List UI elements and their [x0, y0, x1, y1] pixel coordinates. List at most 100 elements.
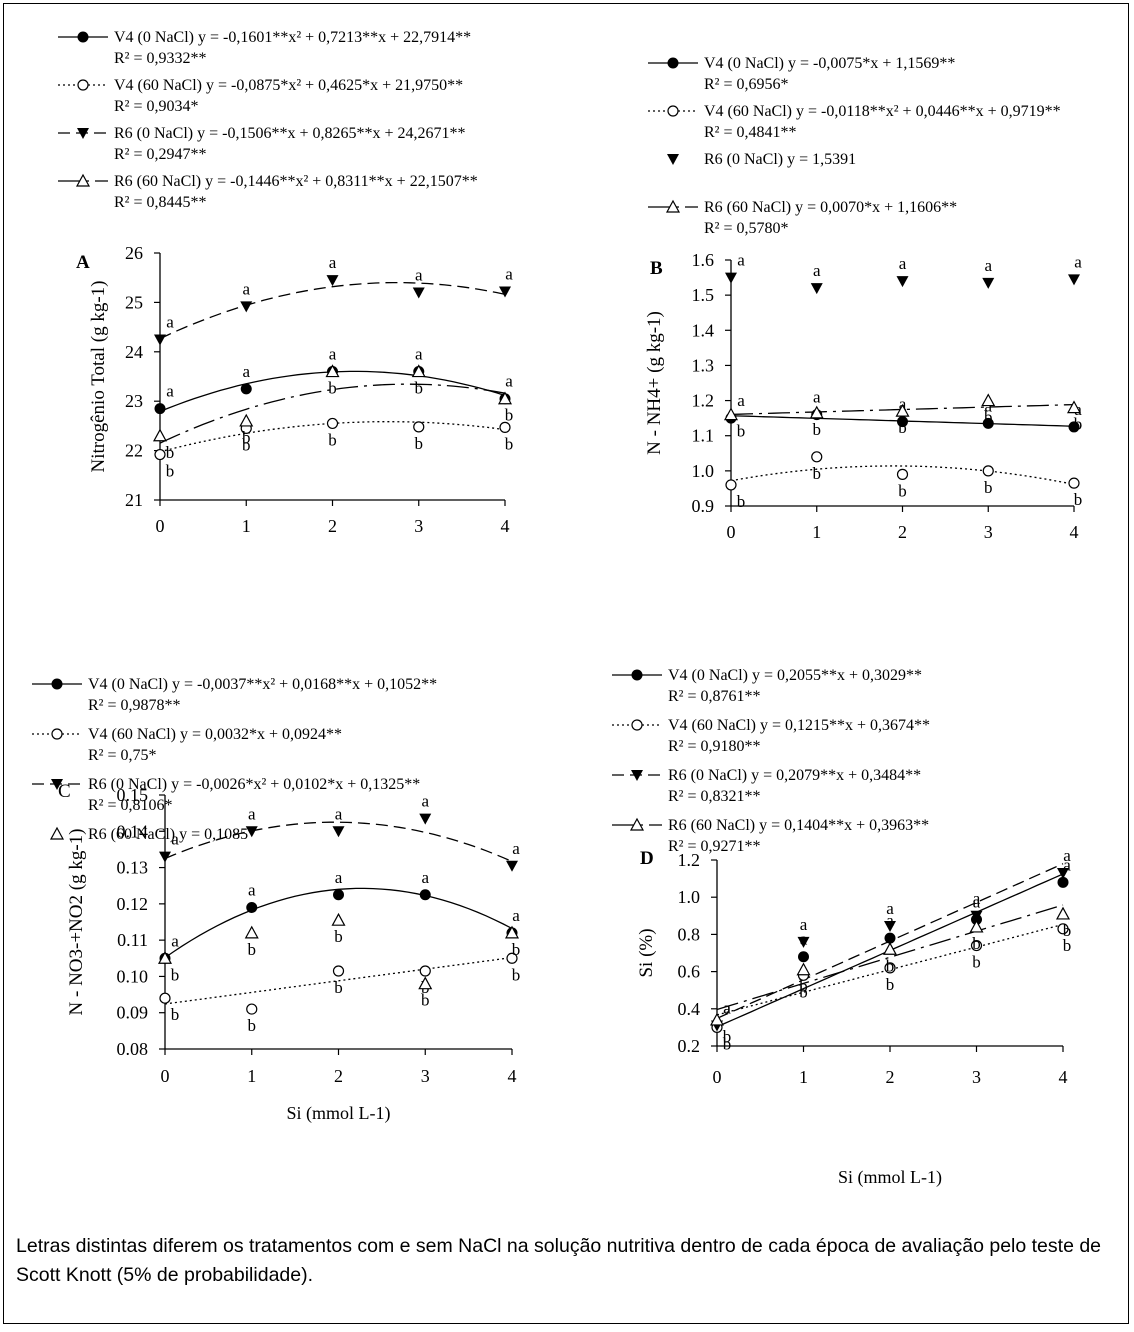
data-point	[419, 965, 431, 977]
point-letter: a	[984, 256, 992, 275]
data-point	[1066, 400, 1082, 414]
data-point	[884, 921, 896, 933]
data-point	[240, 383, 252, 395]
point-letter: b	[328, 379, 337, 398]
y-axis-label: Si (%)	[636, 928, 657, 977]
point-letter: a	[723, 999, 731, 1018]
data-point	[797, 936, 810, 948]
x-tick-label: 2	[886, 1067, 895, 1087]
point-letter: b	[723, 1034, 732, 1053]
legend-r2: R² = 0,4841**	[704, 124, 797, 141]
legend-equation: V4 (0 NaCl) y = -0,1601**x² + 0,7213**x …	[114, 29, 471, 46]
point-letter: b	[886, 975, 895, 994]
y-axis-label: N - NH4+ (g kg-1)	[644, 311, 665, 455]
x-tick-label: 4	[1059, 1067, 1068, 1087]
point-letter: a	[329, 253, 337, 272]
legend-equation: R6 (60 NaCl) y = 0,0070*x + 1,1606**	[704, 199, 957, 216]
point-letter: a	[886, 899, 894, 918]
data-point	[239, 413, 254, 427]
point-letter: a	[505, 372, 513, 391]
data-point	[970, 910, 983, 922]
point-letter: a	[973, 889, 981, 908]
data-point	[331, 912, 346, 926]
x-tick-label: 2	[328, 516, 337, 536]
legend-marker	[77, 79, 89, 91]
point-letter: b	[415, 379, 424, 398]
legend-marker	[75, 173, 91, 187]
data-point	[418, 976, 433, 990]
data-point	[506, 952, 518, 964]
legend-r2: R² = 0,2947**	[114, 146, 207, 163]
legend-r2: R² = 0,8321**	[668, 788, 761, 805]
data-point	[709, 1012, 725, 1026]
legend-equation: V4 (0 NaCl) y = 0,2055**x + 0,3029**	[668, 667, 922, 684]
legend-equation: R6 (0 NaCl) y = 1,5391	[704, 151, 856, 168]
chart-panel-d: D V4 (0 NaCl) y = 0,2055**x + 0,3029** R² …	[612, 667, 1071, 1188]
point-letter: a	[1063, 855, 1071, 874]
legend-equation: R6 (0 NaCl) y = -0,1506**x + 0,8265**x +…	[114, 125, 466, 142]
point-letter: b	[166, 443, 175, 462]
data-point	[499, 286, 511, 298]
y-tick-label: 0.10	[117, 966, 149, 986]
data-point	[411, 364, 426, 378]
point-letter: b	[813, 420, 822, 439]
data-point	[884, 932, 896, 944]
point-letter: b	[248, 940, 257, 959]
panel-label: C	[58, 781, 71, 802]
legend-marker	[665, 199, 681, 213]
point-letter: a	[737, 391, 745, 410]
y-tick-label: 0.15	[117, 785, 149, 805]
y-tick-label: 0.11	[117, 930, 148, 950]
point-letter: b	[415, 434, 424, 453]
point-letter: a	[242, 279, 250, 298]
legend-marker	[667, 154, 679, 165]
point-letter: b	[512, 965, 521, 984]
data-point	[413, 421, 425, 433]
data-point	[725, 479, 737, 491]
point-letter: a	[1074, 252, 1082, 271]
x-tick-label: 0	[161, 1066, 170, 1086]
point-letter: a	[329, 345, 337, 364]
point-letter: a	[166, 312, 174, 331]
point-letter: b	[799, 982, 808, 1001]
y-tick-label: 1.2	[678, 850, 701, 870]
data-point	[1068, 421, 1080, 433]
data-point	[154, 403, 166, 415]
data-point	[504, 925, 520, 939]
y-tick-label: 26	[125, 243, 143, 263]
point-letter: a	[415, 266, 423, 285]
point-letter: a	[335, 868, 343, 887]
y-tick-label: 0.8	[678, 924, 701, 944]
point-letter: b	[248, 1016, 257, 1035]
x-tick-label: 1	[812, 522, 821, 542]
point-letter: a	[335, 804, 343, 823]
data-point	[897, 416, 908, 428]
panel-label: A	[76, 252, 90, 273]
data-point	[245, 826, 258, 838]
data-point	[419, 889, 431, 901]
point-letter: b	[242, 428, 251, 447]
fit-curve	[716, 904, 1064, 1011]
fit-curve	[159, 281, 506, 340]
legend-r2: R² = 0,8106*	[88, 797, 173, 814]
x-tick-label: 2	[334, 1066, 343, 1086]
point-letter: b	[512, 940, 521, 959]
data-point	[333, 889, 344, 901]
data-point	[325, 364, 340, 378]
data-point	[246, 901, 258, 913]
data-point	[896, 468, 909, 480]
point-letter: b	[1063, 936, 1072, 955]
chart-panel-b: B V4 (0 NaCl) y = -0,0075*x + 1,1569** R² …	[644, 55, 1082, 542]
point-letter: b	[505, 434, 514, 453]
data-point	[332, 965, 345, 977]
y-tick-label: 1.6	[692, 250, 715, 270]
point-letter: b	[737, 492, 746, 511]
data-point	[982, 277, 995, 289]
point-letter: a	[813, 261, 821, 280]
data-point	[412, 287, 425, 299]
point-letter: b	[737, 422, 746, 441]
point-letter: b	[1063, 921, 1072, 940]
legend-equation: V4 (60 NaCl) y = -0,0875*x² + 0,4625*x +…	[114, 77, 463, 94]
point-letter: a	[1063, 846, 1071, 865]
